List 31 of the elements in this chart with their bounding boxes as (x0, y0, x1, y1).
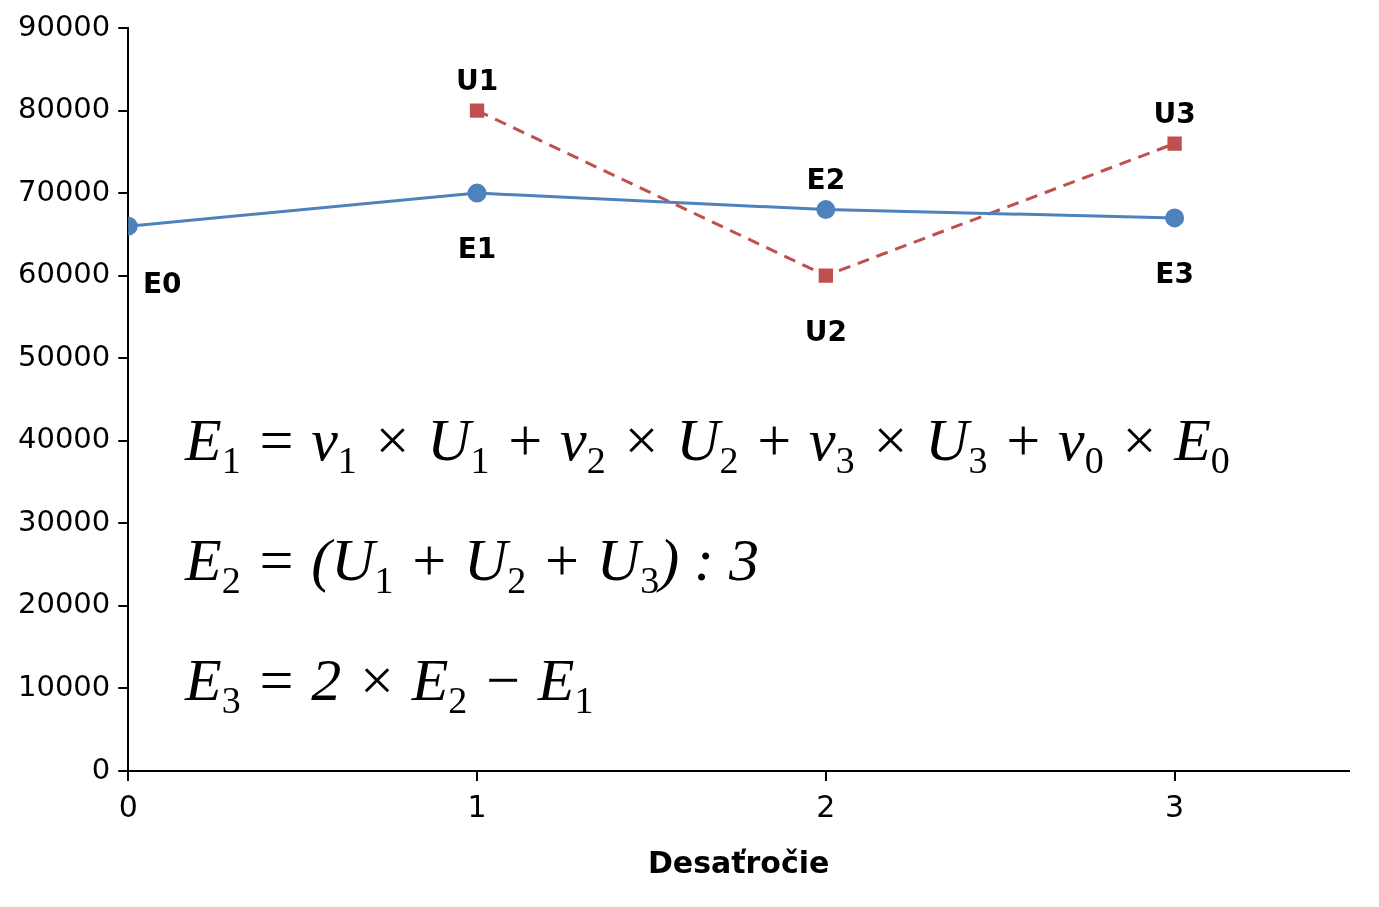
point (816, 200, 836, 220)
y-tick-label: 50000 (17, 338, 111, 373)
annotation: E2 (806, 162, 846, 196)
point (467, 183, 487, 203)
y-tick-label: 30000 (17, 503, 111, 538)
text: E$_{2}$ = (U$_{1}$ + U$_{2}$ + U$_{3}$) : 3 (185, 527, 760, 601)
annotation: U2 (804, 314, 847, 348)
annotation: E$_{3}$ = 2 × E$_{2}$ − E$_{1}$ (185, 647, 594, 721)
point (1167, 136, 1182, 151)
annotation: E1 (457, 232, 497, 266)
y-tick-label: 20000 (17, 586, 111, 621)
y-tick-label: 70000 (17, 173, 111, 208)
annotation: U3 (1153, 96, 1196, 130)
y-tick-label: 0 (91, 751, 111, 786)
x-axis-title: Desaťročie (647, 844, 830, 880)
annotation: E0 (142, 267, 182, 301)
y-tick-label: 10000 (17, 668, 111, 703)
x-tick-label: 2 (816, 788, 836, 824)
x-tick-label: 1 (467, 788, 487, 824)
annotation: U1 (455, 63, 499, 97)
point (818, 268, 833, 283)
point (1165, 208, 1185, 228)
y-tick-label: 90000 (17, 8, 111, 43)
x-tick-label: 0 (118, 788, 138, 824)
y-tick-label: 60000 (17, 256, 111, 291)
x-tick-label: 3 (1165, 788, 1185, 824)
y-tick-label: 80000 (17, 91, 111, 126)
y-tick-label: 40000 (17, 421, 111, 456)
annotation: E3 (1155, 257, 1194, 291)
text: E$_{1}$ = v$_{1}$ × U$_{1}$ + v$_{2}$ × U$_{2}$ + v$_{3}$ × U$_{3}$ + v$_{0}$ × E$_{0}$ (185, 407, 1230, 481)
point (469, 103, 485, 118)
